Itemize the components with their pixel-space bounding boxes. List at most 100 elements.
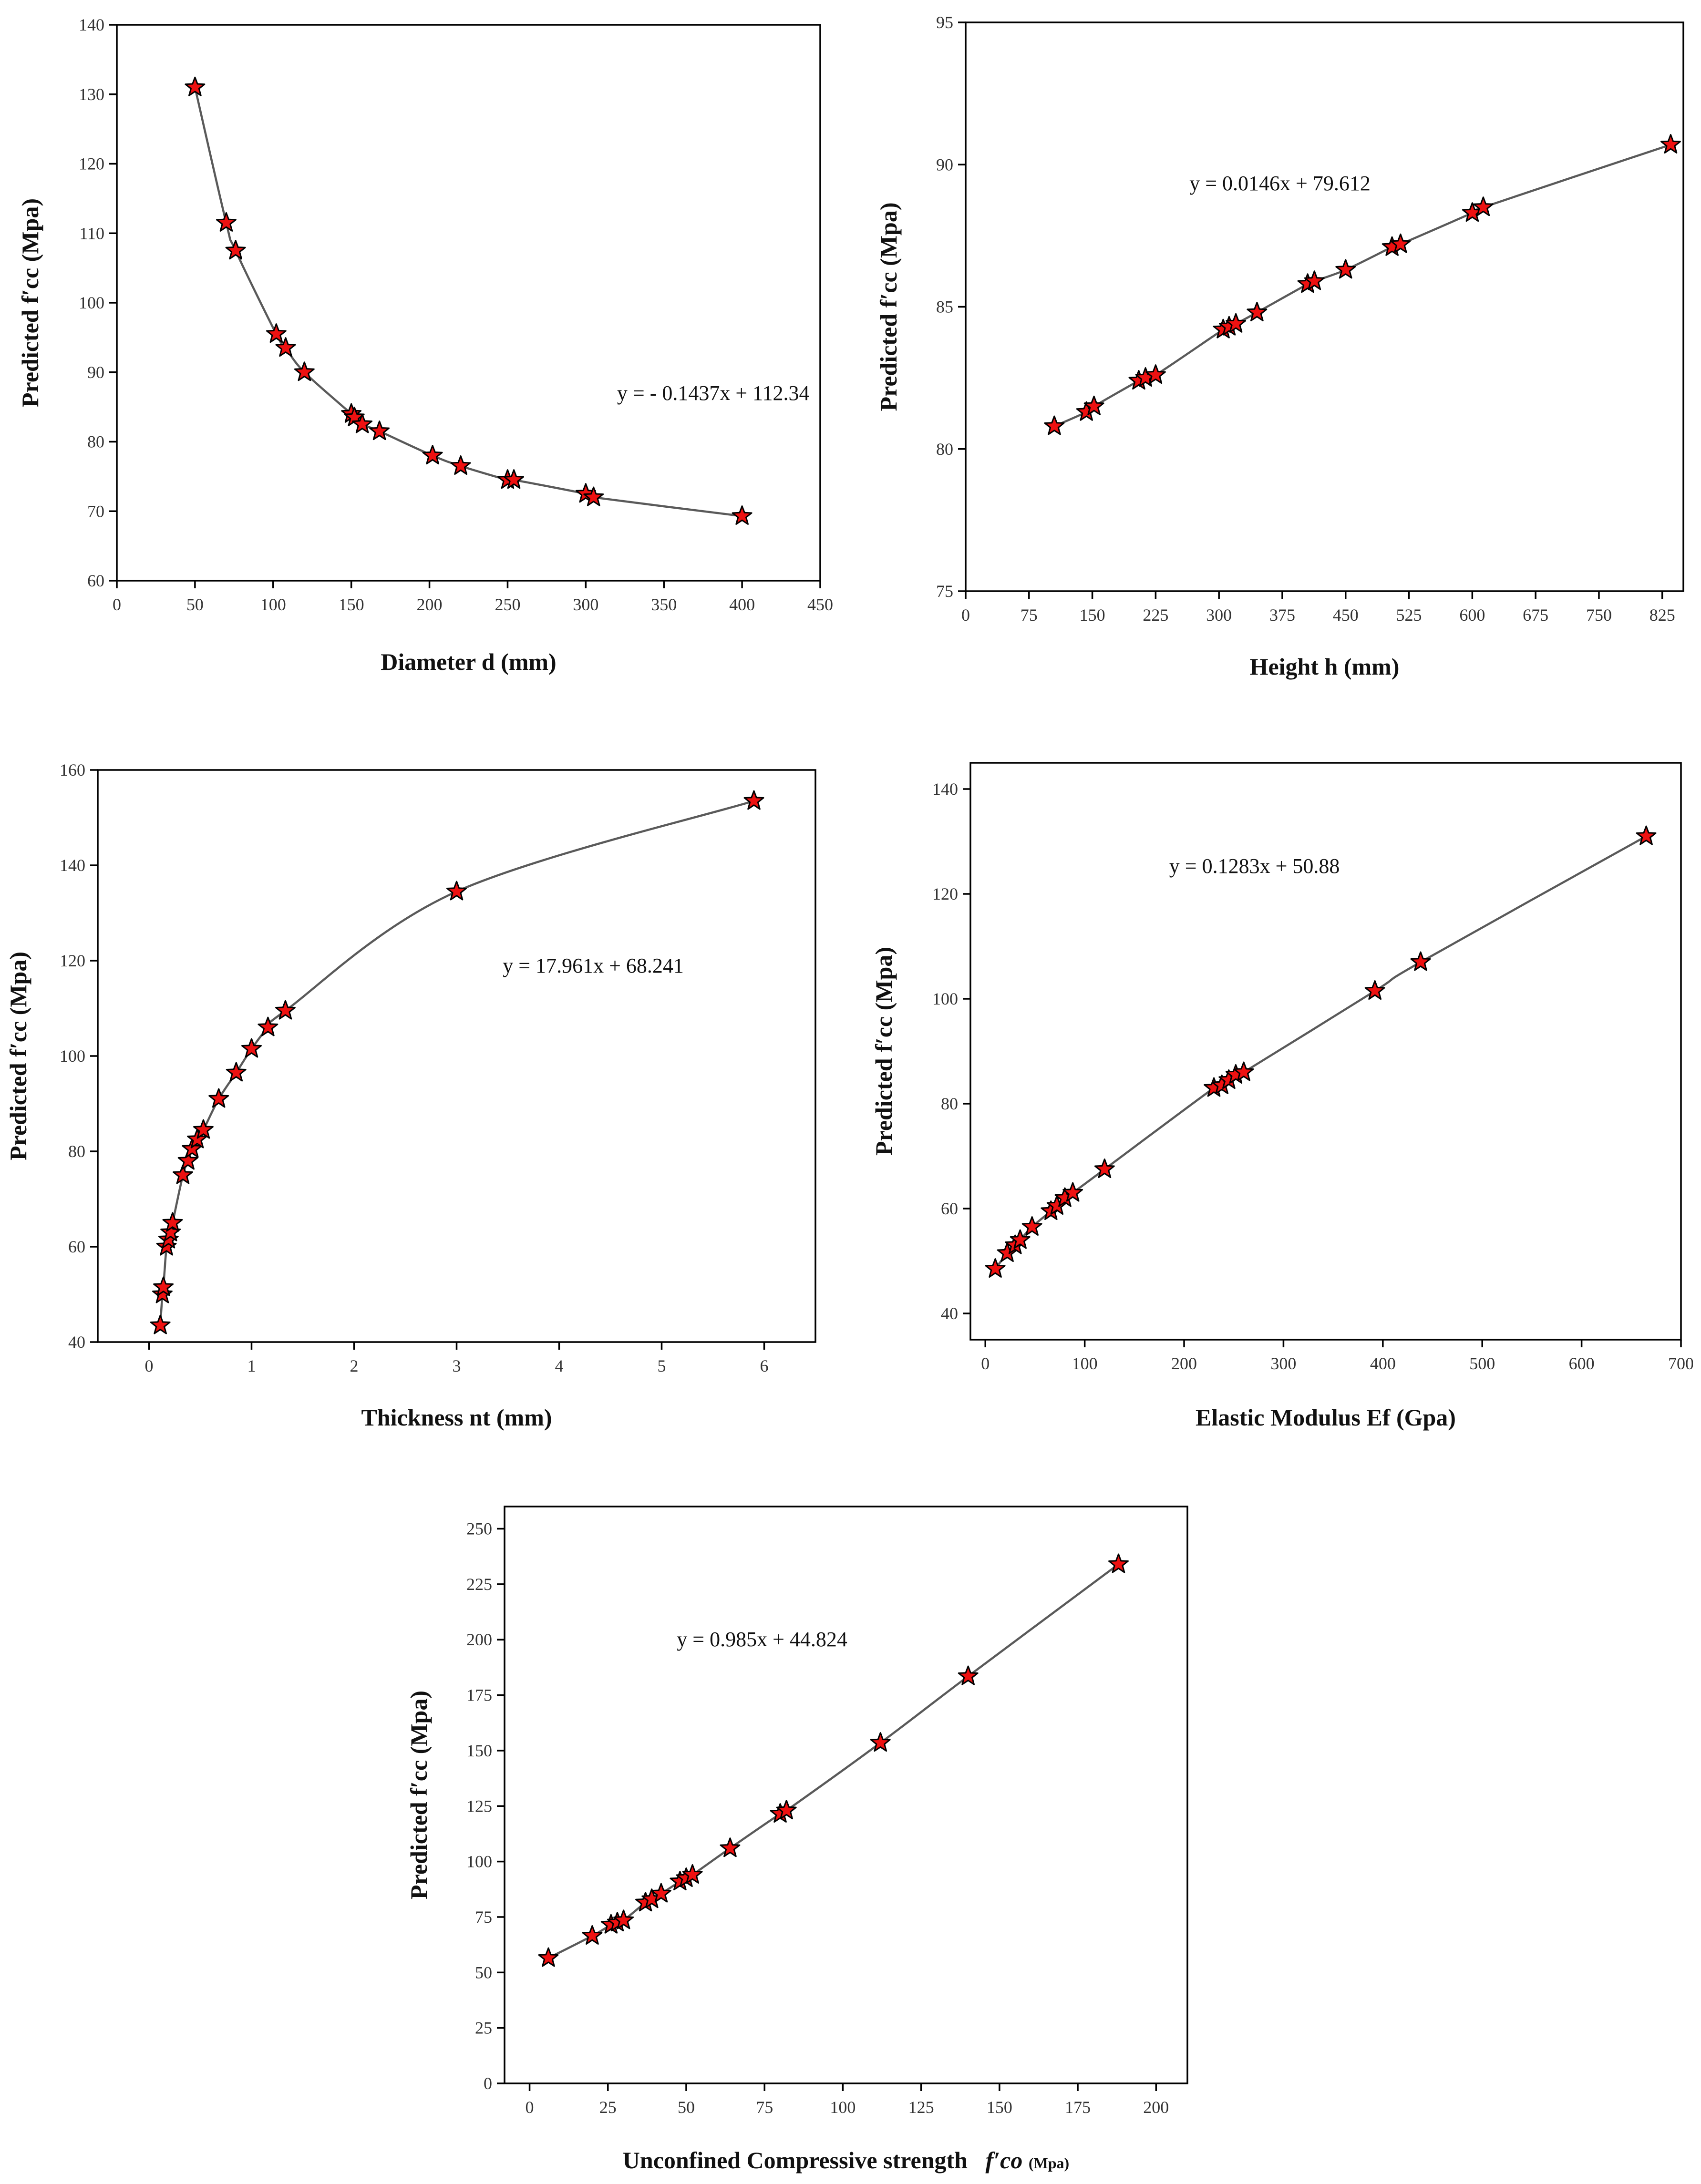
- height-data-point: [1247, 301, 1268, 321]
- unconfined-strength-y-tick-label: 225: [466, 1575, 492, 1594]
- unconfined-strength-y-tick-label: 25: [475, 2019, 492, 2038]
- unconfined-strength-x-axis-title-text: Unconfined Compressive strength: [623, 2147, 968, 2174]
- thickness-data-point: [177, 1150, 198, 1170]
- height-x-tick-label: 600: [1459, 605, 1485, 625]
- elastic-modulus-x-tick-label: 300: [1270, 1354, 1296, 1373]
- unconfined-strength-x-tick-label: 125: [908, 2098, 934, 2117]
- elastic-modulus-plot-frame: [969, 762, 1682, 1341]
- unconfined-strength-x-axis-unit: (Mpa): [1029, 2154, 1069, 2172]
- thickness-y-axis-title: Predicted f′cc (Mpa): [5, 952, 31, 1160]
- unconfined-strength-x-axis-symbol: f′co: [985, 2147, 1022, 2174]
- height-x-tick-label: 75: [1021, 605, 1038, 625]
- height-data-point: [1473, 196, 1494, 216]
- thickness-equation-label: y = 17.961x + 68.241: [503, 954, 684, 977]
- diameter-x-axis-title: Diameter d (mm): [381, 648, 556, 675]
- diameter-y-tick-label: 70: [87, 502, 104, 521]
- thickness-data-point: [153, 1276, 174, 1296]
- elastic-modulus-x-tick-label: 600: [1569, 1354, 1595, 1373]
- height-x-tick-label: 150: [1080, 605, 1105, 625]
- height-x-tick-label: 675: [1523, 605, 1548, 625]
- thickness-x-tick-label: 4: [555, 1356, 564, 1375]
- elastic-modulus-x-tick-label: 200: [1171, 1354, 1197, 1373]
- height-y-tick-label: 90: [936, 155, 953, 174]
- thickness-plot-frame: [97, 769, 816, 1343]
- thickness-x-tick-label: 1: [247, 1356, 256, 1375]
- thickness-data-point: [193, 1119, 214, 1139]
- unconfined-strength-data-point: [720, 1837, 741, 1857]
- thickness-data-point: [162, 1212, 183, 1232]
- thickness-y-tick-label: 120: [60, 951, 85, 970]
- thickness-x-tick-label: 0: [145, 1356, 154, 1375]
- unconfined-strength-y-tick-label: 75: [475, 1907, 492, 1927]
- elastic-modulus-data-point: [1062, 1182, 1083, 1202]
- unconfined-strength-data-point: [682, 1864, 703, 1884]
- unconfined-strength-y-tick-label: 150: [466, 1741, 492, 1760]
- height-y-tick-label: 95: [936, 13, 953, 32]
- diameter-y-tick-label: 130: [79, 85, 104, 104]
- chart-thickness-svg: 0 1 2 3 4 5 6 40 60 80 100 120 140 160 y = 17.961x + 6…: [5, 760, 816, 1431]
- elastic-modulus-y-tick-label: 80: [941, 1094, 958, 1113]
- diameter-equation-label: y = - 0.1437x + 112.34: [617, 381, 810, 405]
- elastic-modulus-y-tick-label: 140: [932, 779, 958, 799]
- diameter-x-tick-label: 300: [573, 595, 598, 614]
- unconfined-strength-x-tick-label: 50: [678, 2098, 695, 2117]
- diameter-data-point: [504, 469, 524, 489]
- elastic-modulus-x-tick-label: 700: [1668, 1354, 1693, 1373]
- height-y-tick-label: 85: [936, 297, 953, 317]
- elastic-modulus-y-axis-title-text: Predicted f′cc (Mpa): [870, 947, 897, 1156]
- thickness-data-point: [241, 1038, 262, 1058]
- unconfined-strength-data-point: [538, 1947, 559, 1967]
- diameter-data-point: [185, 76, 206, 96]
- diameter-data-point: [294, 361, 315, 381]
- height-x-tick-label: 0: [961, 605, 970, 625]
- diameter-x-tick-label: 100: [260, 595, 286, 614]
- unconfined-strength-y-axis-title-text: Predicted f′cc (Mpa): [405, 1691, 432, 1899]
- elastic-modulus-x-axis-title-text: Elastic Modulus Ef (Gpa): [1196, 1404, 1456, 1431]
- elastic-modulus-y-axis-title: Predicted f′cc (Mpa): [870, 947, 897, 1156]
- thickness-y-axis-title-text: Predicted f′cc (Mpa): [5, 952, 31, 1160]
- unconfined-strength-data-point: [582, 1925, 603, 1945]
- unconfined-strength-x-axis-title: Unconfined Compressive strength f′co (Mp…: [623, 2147, 1069, 2174]
- height-data-point: [1083, 395, 1104, 415]
- diameter-x-axis-title-text: Diameter d (mm): [381, 648, 556, 675]
- unconfined-strength-x-tick-label: 175: [1065, 2098, 1091, 2117]
- diameter-x-tick-label: 450: [807, 595, 833, 614]
- diameter-data-point: [422, 445, 443, 465]
- thickness-x-tick-label: 3: [453, 1356, 461, 1375]
- diameter-data-point: [369, 420, 390, 441]
- chart-thickness: 0 1 2 3 4 5 6 40 60 80 100 120 140 160 y = 17.961x + 6…: [5, 753, 839, 1445]
- diameter-y-tick-label: 140: [79, 15, 104, 34]
- diameter-x-tick-label: 400: [729, 595, 755, 614]
- elastic-modulus-data-point: [1636, 825, 1657, 845]
- diameter-data-point: [225, 240, 246, 260]
- height-x-tick-label: 825: [1649, 605, 1675, 625]
- chart-elastic-modulus-svg: 0 100 200 300 400 500 600 700 40 60 80 100 120 140 y =…: [870, 762, 1693, 1431]
- thickness-data-point: [150, 1314, 171, 1334]
- thickness-x-axis-title-text: Thickness nt (mm): [361, 1404, 552, 1431]
- thickness-data-point: [173, 1164, 193, 1184]
- height-x-tick-label: 450: [1333, 605, 1359, 625]
- elastic-modulus-data-point: [1364, 980, 1385, 1000]
- diameter-x-tick-label: 250: [495, 595, 520, 614]
- diameter-y-tick-label: 90: [87, 363, 104, 382]
- height-y-axis-title: Predicted f′cc (Mpa): [875, 203, 902, 411]
- unconfined-strength-data-point: [870, 1732, 891, 1752]
- unconfined-strength-x-tick-label: 100: [830, 2098, 856, 2117]
- unconfined-strength-x-tick-label: 25: [599, 2098, 617, 2117]
- thickness-x-tick-label: 5: [658, 1356, 666, 1375]
- height-x-tick-label: 525: [1396, 605, 1422, 625]
- diameter-y-tick-label: 110: [79, 224, 104, 243]
- unconfined-strength-y-tick-label: 50: [475, 1963, 492, 1982]
- unconfined-strength-x-tick-label: 150: [987, 2098, 1012, 2117]
- height-data-point: [1660, 134, 1681, 154]
- diameter-x-tick-label: 200: [417, 595, 443, 614]
- elastic-modulus-data-point: [1010, 1229, 1031, 1249]
- height-y-tick-label: 80: [936, 440, 953, 459]
- height-x-tick-label: 750: [1586, 605, 1612, 625]
- elastic-modulus-data-point: [1094, 1159, 1115, 1178]
- elastic-modulus-x-tick-label: 100: [1072, 1354, 1098, 1373]
- thickness-data-point: [446, 881, 467, 901]
- diameter-data-point: [352, 413, 373, 433]
- height-x-tick-label: 225: [1143, 605, 1168, 625]
- thickness-data-point: [743, 790, 764, 810]
